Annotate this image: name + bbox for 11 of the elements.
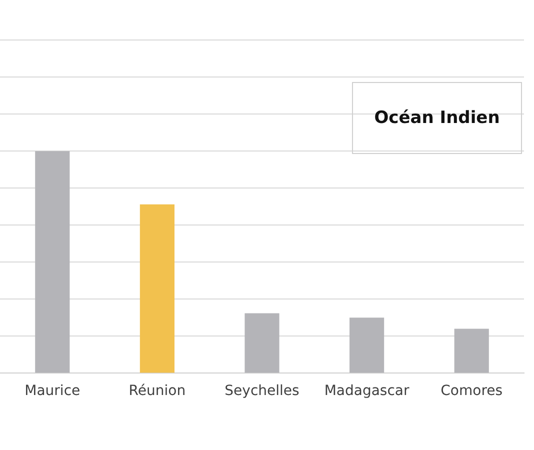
bar bbox=[140, 204, 174, 373]
text: Océan Indien bbox=[374, 108, 500, 128]
x-tick-label: Comores bbox=[440, 383, 503, 400]
x-tick-label: Seychelles bbox=[224, 383, 300, 400]
x-tick-label: Maurice bbox=[24, 383, 80, 400]
x-tick-label: Madagascar bbox=[324, 383, 410, 400]
bar bbox=[350, 318, 384, 373]
bar bbox=[244, 313, 280, 373]
x-tick-label: Réunion bbox=[128, 383, 186, 400]
bar bbox=[35, 151, 70, 373]
bar bbox=[454, 328, 489, 373]
